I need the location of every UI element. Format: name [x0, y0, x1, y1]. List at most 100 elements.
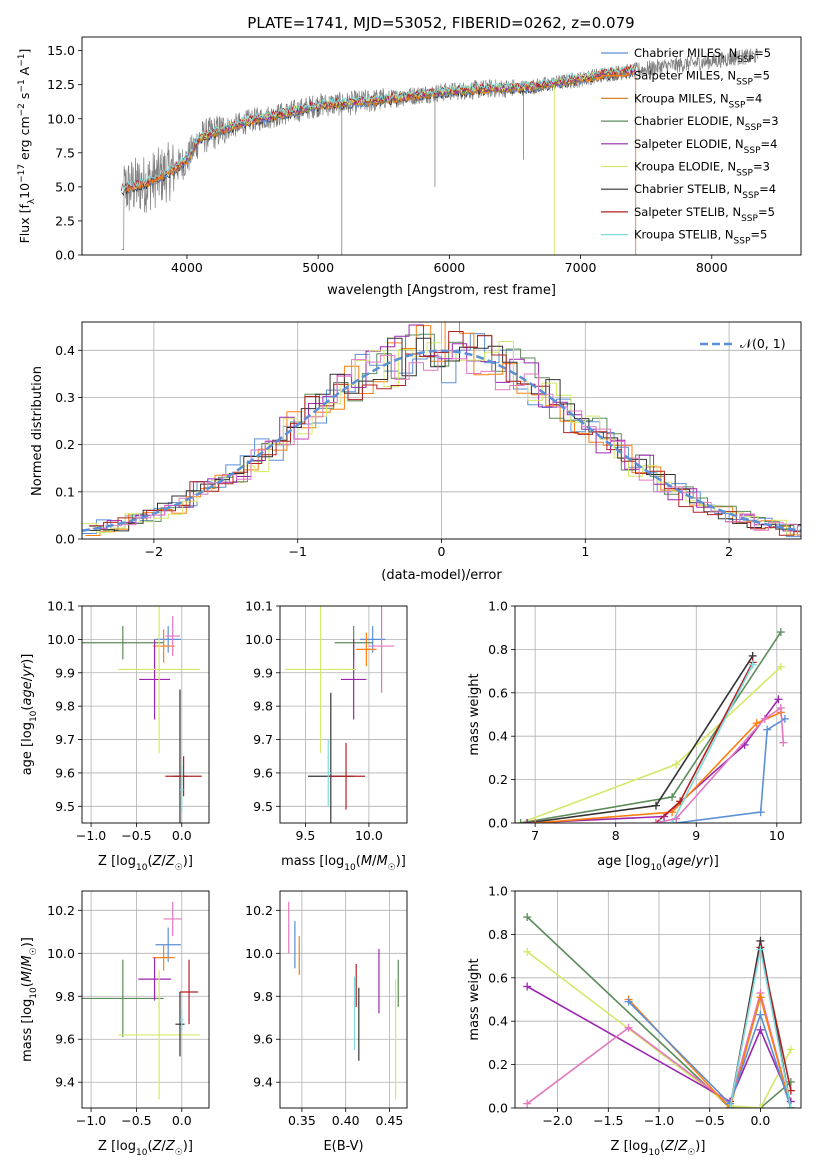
x-tick-label: 6000: [433, 260, 465, 275]
y-axis-label: Flux [fλ10−17 erg cm−2 s−1 A−1]: [17, 49, 37, 244]
y-tick-label: 9.6: [55, 765, 75, 780]
y-tick-label: 9.8: [55, 989, 75, 1004]
axes-frame: [81, 605, 210, 824]
errorbar-point: [179, 959, 199, 1025]
y-tick-label: 2.5: [55, 213, 75, 228]
x-tick-label: 0.35: [288, 1113, 316, 1128]
y-tick-label: 9.4: [55, 1075, 75, 1090]
axes-frame: [514, 890, 802, 1109]
y-tick-label: 0.8: [488, 642, 508, 657]
y-tick-label: 15.0: [47, 43, 75, 58]
weight-marker: [651, 801, 660, 810]
x-tick-label: 2: [725, 544, 733, 559]
errorbar-point: [155, 626, 181, 653]
legend-label: Chabrier STELIB, NSSP=4: [634, 182, 776, 201]
weight-marker: [656, 819, 665, 823]
errorbar-point: [326, 742, 366, 810]
weight-marker: [756, 1104, 765, 1108]
x-tick-label: 9.5: [295, 828, 315, 843]
y-tick-label: 10.1: [47, 599, 75, 614]
x-tick-label: −0.5: [695, 1113, 725, 1128]
x-tick-label: 4000: [171, 260, 203, 275]
legend-label: 𝒩(0, 1): [740, 336, 786, 351]
spectrum-legend: Chabrier MILES, NSSP=5 Salpeter MILES, NS…: [601, 46, 779, 247]
x-tick-label: 8000: [696, 260, 728, 275]
weight_vs_age-plot-area: [516, 628, 789, 823]
y-tick-label: 0.6: [488, 685, 508, 700]
weight-marker: [523, 819, 532, 823]
x-axis-label: mass [log10(M/M☉)]: [281, 854, 406, 873]
weight-marker: [523, 1099, 532, 1108]
legend-label: Salpeter ELODIE, NSSP=4: [634, 137, 777, 156]
errorbar-point: [152, 629, 175, 663]
mass_vs_EBV-plot-area: [288, 901, 399, 1100]
weight-marker: [756, 1025, 765, 1034]
weight-marker: [523, 947, 532, 956]
y-axis-label: mass weight: [467, 958, 482, 1040]
weight_vs_Z-plot-area: [523, 913, 795, 1108]
weight-marker: [668, 792, 677, 801]
y-tick-label: 0.4: [488, 729, 508, 744]
residual-histogram: [85, 337, 801, 532]
weight-marker: [672, 760, 681, 769]
errorbar-point: [82, 959, 164, 1038]
weight_vs_Z-panel: −2.0 −1.5 −1.0 −0.5 0.0 0.0 0.2 0.4 0.6 0.8 1.0 Z […: [467, 884, 802, 1158]
y-tick-label: 9.8: [55, 699, 75, 714]
y-tick-label: 10.1: [245, 599, 273, 614]
y-tick-label: 1.0: [488, 599, 508, 614]
y-tick-label: 9.9: [253, 665, 273, 680]
y-tick-label: 0.8: [488, 927, 508, 942]
y-tick-label: 0.0: [55, 532, 75, 547]
x-tick-label: 7: [531, 828, 539, 843]
y-tick-label: 1.0: [488, 884, 508, 899]
x-tick-label: 9: [692, 828, 700, 843]
y-tick-label: 10.0: [47, 632, 75, 647]
x-axis-label: (data-model)/error: [381, 568, 502, 583]
x-axis-label: age [log10(age/yr)]: [597, 854, 719, 873]
y-tick-label: 0.1: [55, 484, 75, 499]
x-tick-label: 0.0: [172, 1113, 192, 1128]
axes-frame: [279, 605, 408, 824]
x-tick-label: 1: [581, 544, 589, 559]
residuals-plot-area: [82, 322, 801, 538]
y-tick-label: 9.5: [253, 799, 273, 814]
weight-line: [660, 664, 754, 823]
x-tick-label: −1.0: [644, 1113, 674, 1128]
x-tick-label: 0: [438, 544, 446, 559]
errorbar-point: [163, 901, 182, 937]
errorbar-point: [285, 606, 357, 753]
weight-marker: [748, 660, 757, 669]
legend-label: Salpeter MILES, NSSP=5: [634, 69, 770, 88]
x-tick-label: 0.40: [332, 1113, 360, 1128]
age_vs_Z-plot-area: [82, 606, 202, 823]
residual-histogram: [89, 331, 801, 536]
y-tick-label: 0.0: [488, 1101, 508, 1116]
weight-marker: [786, 1045, 795, 1054]
x-tick-label: −2.0: [542, 1113, 572, 1128]
y-tick-label: 9.7: [253, 732, 273, 747]
weight-marker: [776, 662, 785, 671]
y-tick-label: 0.4: [55, 343, 75, 358]
x-axis-label: Z [log10(Z/Z☉)]: [611, 1139, 706, 1158]
x-tick-label: 10.0: [355, 828, 383, 843]
weight-line: [526, 916, 792, 1108]
y-tick-label: 9.4: [253, 1075, 273, 1090]
y-axis-label: age [log10(age/yr)]: [20, 654, 39, 776]
weight-marker: [776, 703, 785, 712]
y-tick-label: 0.4: [488, 1014, 508, 1029]
errorbar-point: [340, 639, 367, 720]
y-axis-label: mass [log10(M/M☉)]: [20, 937, 39, 1062]
x-tick-label: −0.5: [121, 1113, 151, 1128]
y-tick-label: 0.3: [55, 390, 75, 405]
weight_vs_age-panel: 7 8 9 10 0.0 0.2 0.4 0.6 0.8 1.0 age [log10(age/yr…: [467, 599, 802, 873]
y-tick-label: 0.0: [55, 248, 75, 263]
weight-marker: [752, 719, 761, 728]
x-tick-label: −1.0: [76, 828, 106, 843]
y-axis-label: mass weight: [467, 673, 482, 755]
errorbar-point: [356, 632, 377, 667]
weight-marker: [624, 997, 633, 1006]
legend-label: Kroupa STELIB, NSSP=5: [634, 228, 767, 247]
residuals-panel: −2 −1 0 1 2 0.0 0.1 0.2 0.3 0.4 𝒩(0, 1) (data-model…: [30, 321, 802, 583]
weight-marker: [776, 628, 785, 637]
y-tick-label: 5.0: [55, 179, 75, 194]
